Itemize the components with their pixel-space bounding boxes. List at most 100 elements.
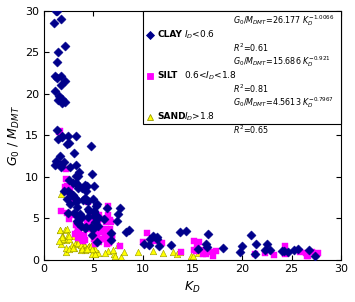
Point <box>75 241 81 246</box>
Point <box>56 239 62 244</box>
Point <box>75 215 81 220</box>
Point <box>95 223 100 228</box>
Point <box>94 214 100 219</box>
Point <box>92 219 98 224</box>
Text: $I_D$<0.6: $I_D$<0.6 <box>184 28 214 41</box>
Point <box>77 240 83 245</box>
FancyBboxPatch shape <box>143 11 341 124</box>
Point <box>60 134 65 139</box>
Point <box>93 234 99 239</box>
Point <box>102 250 107 255</box>
Text: 0.6<$I_D$<1.8: 0.6<$I_D$<1.8 <box>184 69 236 82</box>
Point <box>304 253 310 258</box>
Point <box>118 206 123 210</box>
Point <box>77 211 83 216</box>
Text: $R^2$=0.65: $R^2$=0.65 <box>233 124 268 137</box>
Point <box>66 217 72 221</box>
Point <box>83 198 88 203</box>
Point <box>94 202 100 207</box>
Point <box>95 215 101 220</box>
Point <box>53 163 58 168</box>
Point <box>61 159 66 164</box>
Point <box>82 183 88 188</box>
Point <box>283 243 288 248</box>
Point <box>118 255 124 259</box>
Point <box>108 238 114 243</box>
Point <box>63 176 69 181</box>
Point <box>81 246 87 251</box>
Text: $R^2$=0.61: $R^2$=0.61 <box>233 42 268 54</box>
Point <box>78 223 84 228</box>
Point <box>80 246 85 251</box>
Point <box>54 59 60 64</box>
Point <box>91 237 97 242</box>
Point <box>76 214 82 219</box>
Point <box>107 227 113 232</box>
Point <box>70 193 76 198</box>
Point <box>262 248 268 252</box>
Point <box>195 247 201 252</box>
Point <box>74 219 80 223</box>
Point <box>67 187 73 191</box>
Point <box>59 238 64 243</box>
Point <box>210 253 216 258</box>
Point <box>191 248 196 253</box>
Point <box>248 232 254 237</box>
Point <box>63 246 69 250</box>
Point <box>190 254 196 259</box>
Point <box>70 246 76 251</box>
Point <box>174 252 180 257</box>
Point <box>93 229 99 234</box>
Point <box>75 185 81 190</box>
Point <box>79 224 85 229</box>
Point <box>86 221 91 226</box>
Point <box>104 242 110 246</box>
Y-axis label: $G_0\ /\ M_{DMT}$: $G_0\ /\ M_{DMT}$ <box>7 105 22 166</box>
Point <box>91 246 96 251</box>
Point <box>64 142 70 146</box>
Point <box>62 44 68 49</box>
Point <box>94 239 100 244</box>
Point <box>89 226 95 231</box>
Point <box>89 246 94 251</box>
Point <box>220 245 225 250</box>
Point <box>305 254 311 259</box>
Point <box>59 234 65 239</box>
Point <box>62 100 67 104</box>
Point <box>100 229 106 234</box>
Point <box>104 220 109 224</box>
Point <box>204 245 210 250</box>
Point <box>105 240 110 245</box>
Point <box>203 251 209 256</box>
Point <box>73 231 78 236</box>
Point <box>73 134 78 139</box>
Point <box>75 220 81 225</box>
Point <box>105 213 110 218</box>
Point <box>80 238 85 243</box>
Point <box>84 198 90 203</box>
Point <box>59 82 64 87</box>
Point <box>53 73 58 78</box>
Point <box>57 128 63 133</box>
Point <box>267 248 272 253</box>
Point <box>57 130 62 134</box>
Point <box>115 242 121 247</box>
Text: $G_0/M_{DMT}$=15.686 $K_D^{-0.921}$: $G_0/M_{DMT}$=15.686 $K_D^{-0.921}$ <box>233 54 330 69</box>
Point <box>70 243 75 248</box>
Point <box>315 251 321 255</box>
Point <box>82 247 88 252</box>
Point <box>207 250 213 255</box>
Point <box>213 248 219 253</box>
Point <box>86 224 92 229</box>
Point <box>264 242 269 247</box>
Point <box>94 235 100 240</box>
Point <box>75 174 81 178</box>
Point <box>53 8 59 13</box>
Point <box>55 136 61 141</box>
Point <box>86 243 92 248</box>
Point <box>63 166 69 171</box>
Point <box>159 240 164 245</box>
Point <box>195 251 201 255</box>
Point <box>86 246 92 251</box>
Point <box>76 223 82 227</box>
